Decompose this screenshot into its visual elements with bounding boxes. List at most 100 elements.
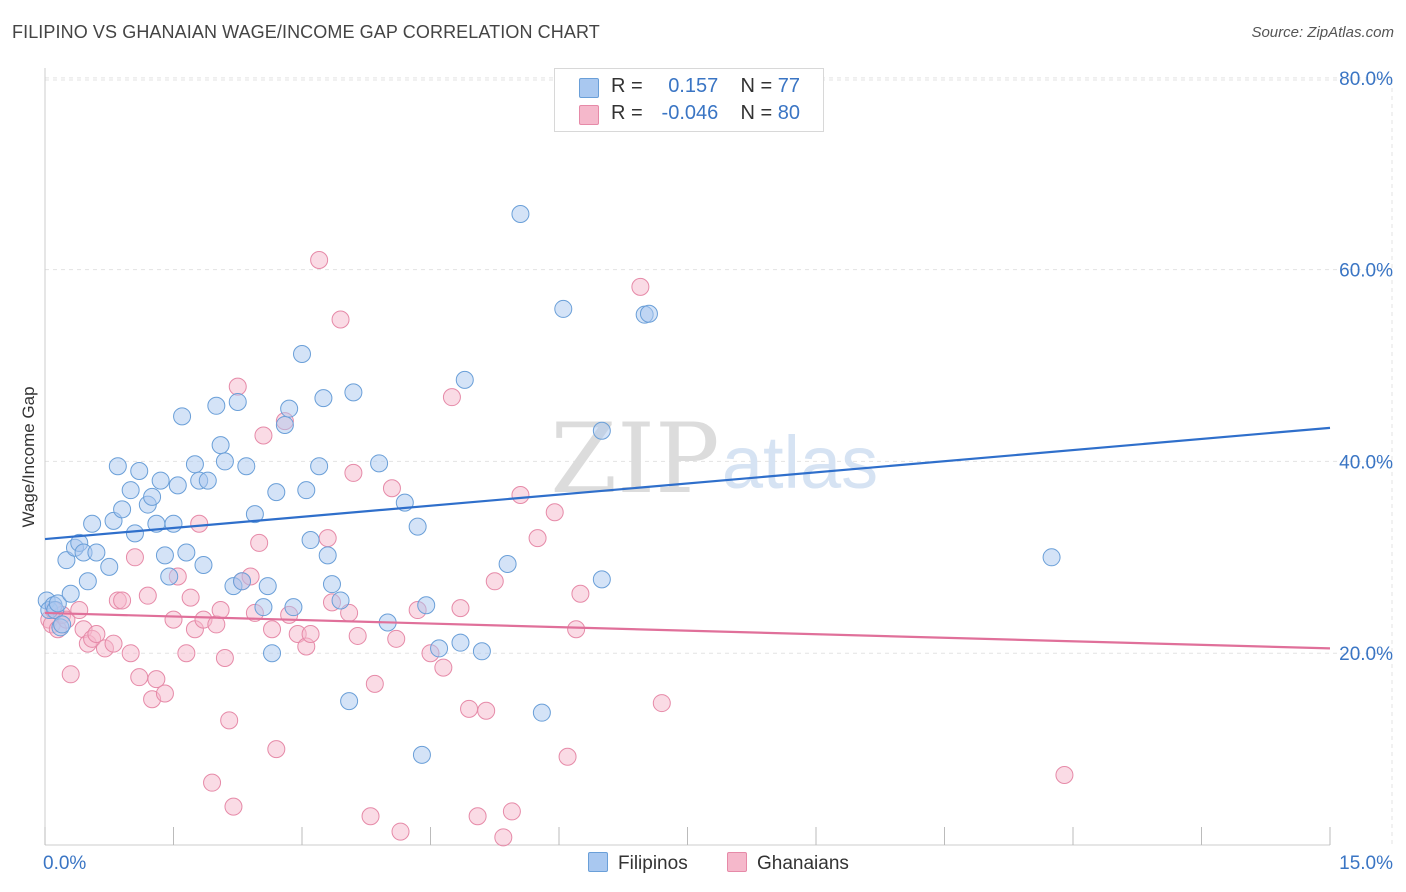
filipino-point	[168, 476, 187, 495]
filipino-point	[48, 594, 67, 613]
filipino-point	[297, 481, 316, 500]
ghanaian-point	[155, 684, 174, 703]
filipino-point	[177, 543, 196, 562]
filipino-point	[592, 570, 611, 589]
ghanaians-legend-label: Ghanaians	[757, 853, 849, 874]
ghanaian-point	[477, 701, 496, 720]
filipino-point	[155, 546, 174, 565]
filipino-point	[121, 481, 140, 500]
filipino-point	[245, 505, 264, 524]
filipino-point	[160, 567, 179, 586]
ghanaian-point	[344, 463, 363, 482]
filipino-point	[258, 577, 277, 596]
filipino-point	[228, 392, 247, 411]
x-tick-label-min: 0.0%	[43, 853, 86, 874]
ghanaian-point	[567, 620, 586, 639]
filipino-point	[233, 572, 252, 591]
ghanaian-point	[203, 773, 222, 792]
bottom-legend-filipinos: Filipinos	[588, 852, 688, 875]
ghanaian-point	[138, 586, 157, 605]
ghanaian-point	[652, 694, 671, 713]
filipino-point	[318, 546, 337, 565]
ghanaian-point	[485, 572, 504, 591]
filipino-point	[215, 452, 234, 471]
ghanaian-point	[365, 674, 384, 693]
filipino-point	[113, 500, 132, 519]
source-label: Source: ZipAtlas.com	[1251, 24, 1394, 41]
axes	[44, 68, 1331, 846]
filipino-point	[125, 524, 144, 543]
chart-title: FILIPINO VS GHANAIAN WAGE/INCOME GAP COR…	[12, 22, 600, 42]
filipino-point	[254, 598, 273, 617]
ghanaian-point	[113, 591, 132, 610]
filipino-point	[417, 596, 436, 615]
filipino-point	[430, 639, 449, 658]
ghanaians-series	[40, 251, 1074, 847]
filipino-point	[554, 299, 573, 318]
filipino-point	[53, 615, 72, 634]
ghanaian-point	[220, 711, 239, 730]
filipino-point	[314, 389, 333, 408]
filipino-point	[237, 457, 256, 476]
ghanaian-point	[511, 485, 530, 504]
filipinos-series	[37, 204, 1061, 764]
n-label: N =	[740, 75, 773, 97]
y-axis-label: Wage/Income Gap	[19, 386, 38, 527]
ghanaian-point	[1055, 765, 1074, 784]
ghanaian-point	[211, 601, 230, 620]
filipino-point	[151, 471, 170, 490]
filipino-point	[592, 421, 611, 440]
filipinos-swatch	[579, 78, 599, 98]
ghanaian-point	[125, 548, 144, 567]
ghanaians-trend-line	[44, 611, 1331, 650]
ghanaian-point	[361, 807, 380, 826]
ghanaian-point	[181, 588, 200, 607]
y-tick-label: 20.0%	[1339, 644, 1393, 665]
ghanaian-point	[502, 802, 521, 821]
ghanaian-point	[434, 658, 453, 677]
ghanaian-point	[254, 426, 273, 445]
filipino-point	[455, 370, 474, 389]
ghanaian-point	[442, 388, 461, 407]
r-label: R =	[611, 102, 643, 124]
filipino-point	[322, 575, 341, 594]
ghanaian-point	[348, 626, 367, 645]
filipino-point	[451, 633, 470, 652]
filipino-point	[310, 457, 329, 476]
ghanaian-point	[228, 377, 247, 396]
filipino-point	[267, 483, 286, 502]
watermark-atlas: atlas	[722, 421, 878, 504]
filipino-point	[263, 644, 282, 663]
filipino-point	[408, 517, 427, 536]
ghanaian-point	[267, 740, 286, 759]
filipino-point	[61, 584, 80, 603]
ghanaian-point	[121, 644, 140, 663]
filipino-point	[472, 642, 491, 661]
filipino-point	[301, 531, 320, 550]
ghanaian-point	[451, 599, 470, 618]
filipinos-legend-swatch	[588, 852, 608, 872]
ghanaian-point	[263, 620, 282, 639]
ghanaian-point	[177, 644, 196, 663]
ghanaian-point	[224, 797, 243, 816]
ghanaian-point	[215, 649, 234, 667]
n-label: N =	[740, 102, 773, 124]
ghanaian-point	[460, 699, 479, 718]
filipino-point	[498, 555, 517, 574]
filipino-point	[639, 304, 658, 323]
y-tick-label: 80.0%	[1339, 69, 1393, 90]
x-tick-label-max: 15.0%	[1339, 853, 1393, 874]
ghanaian-point	[382, 479, 401, 498]
filipino-point	[344, 383, 363, 402]
r-label: R =	[611, 75, 643, 97]
filipino-point	[275, 415, 294, 434]
filipino-point	[511, 204, 530, 223]
ghanaian-point	[545, 503, 564, 522]
bottom-legend-ghanaians: Ghanaians	[727, 852, 849, 875]
filipino-point	[412, 745, 431, 764]
filipino-point	[78, 572, 97, 591]
filipino-point	[130, 462, 149, 480]
ghanaian-point	[387, 629, 406, 648]
filipino-point	[185, 455, 204, 474]
